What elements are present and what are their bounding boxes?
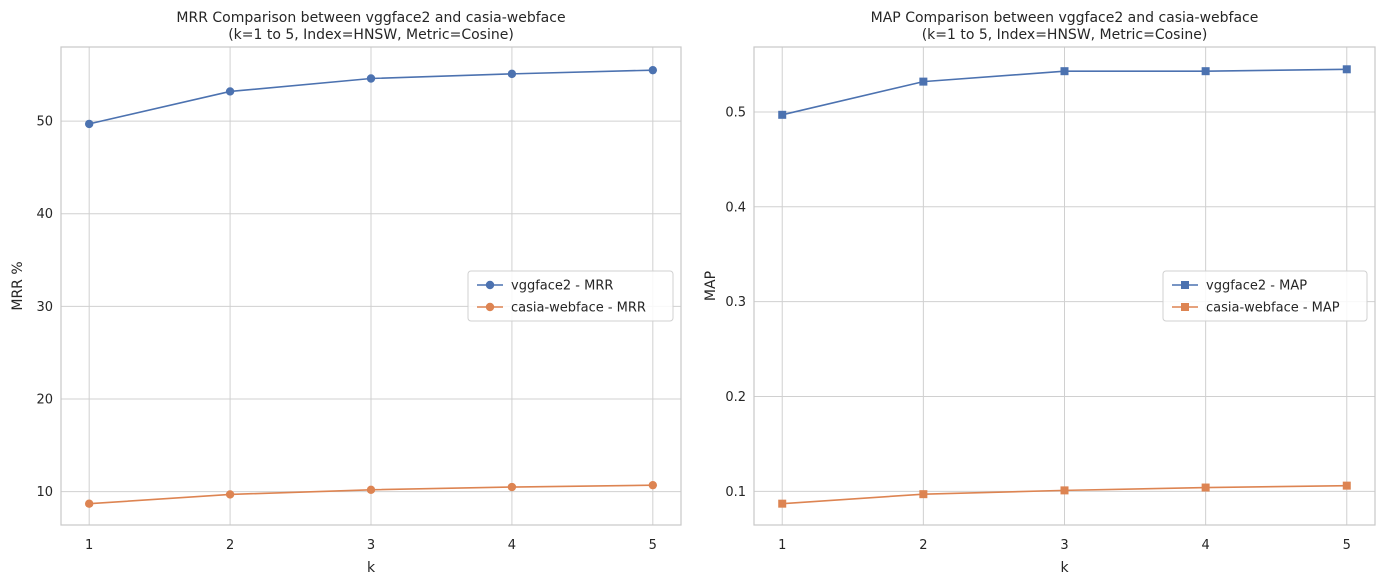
mrr-data-point — [84, 499, 94, 508]
mrr-y-tick-label: 10 — [36, 485, 53, 500]
mrr-chart-title-line: (k=1 to 5, Index=HNSW, Metric=Cosine) — [228, 27, 514, 43]
mrr-data-point — [507, 482, 517, 492]
mrr-legend-box — [467, 270, 674, 322]
mrr-chart: 1 2 3 4 5 10 20 30 40 50 MRR Comparison between vg… — [10, 10, 682, 576]
map-data-point — [1060, 67, 1069, 76]
mrr-x-tick-label: 5 — [649, 538, 657, 553]
mrr-legend: vggface2 - MRR casia-webface - MRR — [467, 270, 674, 322]
mrr-y-tick-label: 50 — [36, 115, 53, 130]
mrr-data-point — [84, 119, 94, 129]
map-data-point — [919, 77, 928, 86]
map-legend-label: casia-webface - MAP — [1206, 301, 1340, 316]
map-data-point — [778, 110, 787, 119]
mrr-legend-label: vggface2 - MRR — [511, 279, 613, 294]
map-chart: 1 2 3 4 5 0.1 0.2 0.3 0.4 0.5 MAP Comparison betwe… — [703, 10, 1376, 576]
map-x-tick-label: 3 — [1060, 538, 1068, 553]
map-data-point — [1342, 65, 1351, 74]
map-data-point — [1342, 481, 1351, 490]
map-x-tick-label: 5 — [1343, 538, 1351, 553]
mrr-x-tick-label: 4 — [508, 538, 516, 553]
map-legend-box — [1162, 270, 1368, 322]
mrr-chart-title-line: MRR Comparison between vggface2 and casi… — [176, 10, 565, 26]
mrr-plot-frame — [60, 46, 682, 526]
map-x-axis-label: k — [1060, 560, 1069, 576]
mrr-data-point — [366, 74, 376, 83]
map-data-point — [919, 490, 928, 499]
map-legend-marker — [1181, 281, 1189, 289]
mrr-y-tick-label: 30 — [36, 300, 53, 315]
mrr-data-point — [648, 65, 658, 75]
map-y-tick-label: 0.2 — [725, 390, 746, 405]
mrr-x-tick-label: 3 — [367, 538, 375, 553]
mrr-data-point — [225, 490, 235, 499]
map-y-axis-label: MAP — [703, 271, 719, 301]
mrr-data-point — [507, 69, 517, 79]
mrr-x-axis-label: k — [367, 560, 376, 576]
map-x-tick-label: 1 — [778, 538, 786, 553]
map-y-tick-label: 0.3 — [725, 295, 746, 310]
mrr-y-tick-label: 20 — [36, 393, 53, 408]
map-legend-marker — [1181, 303, 1189, 311]
map-chart-title-line: MAP Comparison between vggface2 and casi… — [871, 10, 1259, 26]
map-x-tick-label: 2 — [919, 538, 927, 553]
mrr-data-point — [648, 480, 658, 490]
map-plot-frame — [753, 46, 1376, 526]
map-y-tick-label: 0.4 — [725, 200, 746, 215]
map-x-tick-label: 4 — [1201, 538, 1209, 553]
map-legend: vggface2 - MAP casia-webface - MAP — [1162, 270, 1368, 322]
mrr-data-point — [366, 485, 376, 494]
mrr-y-tick-label: 40 — [36, 207, 53, 222]
map-data-point — [1201, 67, 1210, 76]
map-y-tick-label: 0.1 — [725, 485, 746, 500]
mrr-x-tick-label: 1 — [85, 538, 93, 553]
mrr-y-axis-label: MRR % — [10, 261, 26, 310]
mrr-legend-label: casia-webface - MRR — [511, 301, 646, 316]
map-legend-label: vggface2 - MAP — [1206, 279, 1307, 294]
map-y-tick-label: 0.5 — [725, 105, 746, 120]
mrr-x-tick-label: 2 — [226, 538, 234, 553]
map-data-point — [1060, 486, 1069, 495]
mrr-data-point — [225, 87, 235, 96]
map-data-point — [778, 499, 787, 508]
map-data-point — [1201, 483, 1210, 492]
mrr-legend-marker — [485, 302, 495, 312]
map-chart-title-line: (k=1 to 5, Index=HNSW, Metric=Cosine) — [922, 27, 1208, 43]
mrr-legend-marker — [485, 280, 495, 290]
